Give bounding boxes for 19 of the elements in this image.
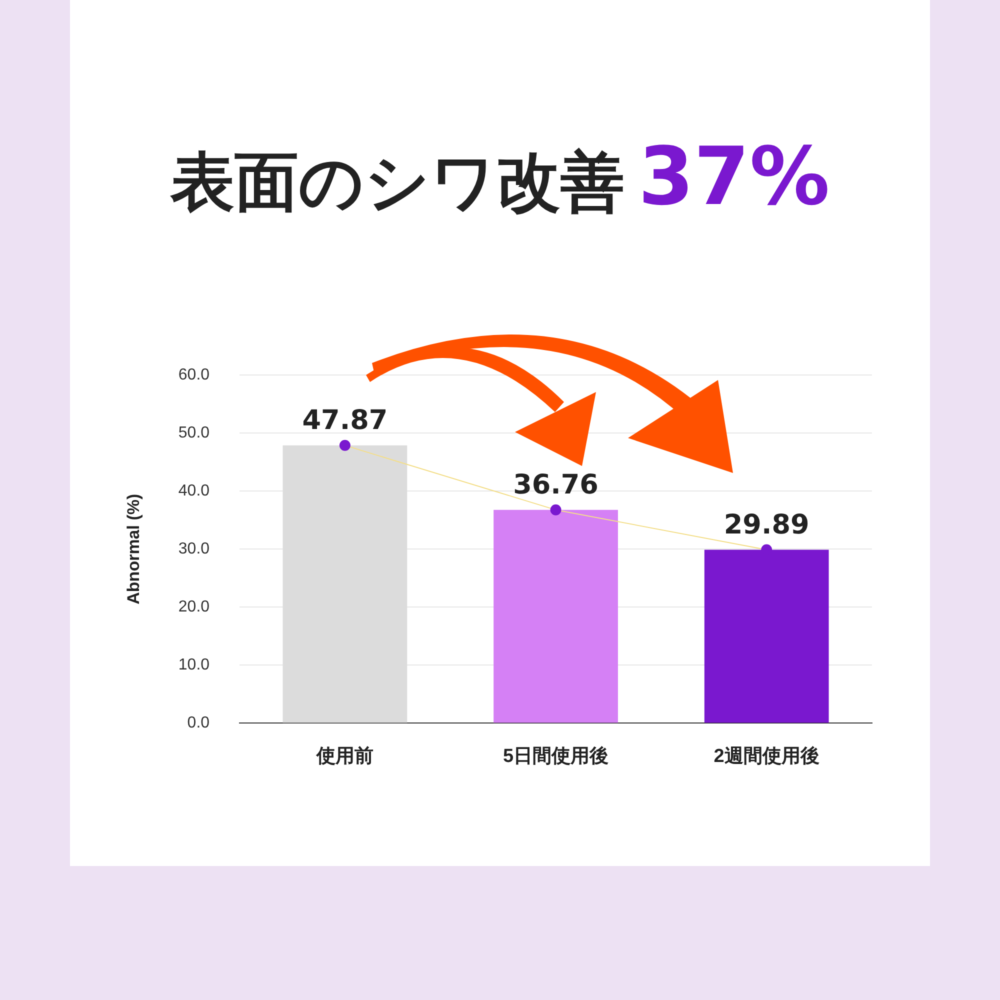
chart-subtitle: 37% [638, 130, 830, 223]
data-label: 47.87 [302, 404, 388, 436]
chart-title: 表面のシワ改善 [170, 146, 624, 220]
y-tick-label: 50.0 [178, 424, 210, 442]
x-tick-label: 2週間使用後 [714, 744, 820, 767]
data-label: 29.89 [724, 509, 810, 540]
point [339, 440, 350, 451]
data-label: 36.76 [513, 469, 598, 500]
x-tick-label: 5日間使用後 [502, 744, 609, 767]
x-tick-label: 使用前 [315, 744, 374, 767]
y-tick-label: 0.0 [187, 714, 210, 732]
y-tick-label: 20.0 [178, 598, 210, 616]
bar [494, 510, 618, 723]
y-tick-label: 60.0 [178, 366, 210, 384]
point [550, 504, 562, 516]
y-tick-label: 10.0 [178, 656, 210, 674]
y-tick-label: 40.0 [178, 482, 210, 500]
y-tick-label: 30.0 [178, 540, 210, 558]
y-axis-title: Abnormal (%) [124, 494, 143, 604]
